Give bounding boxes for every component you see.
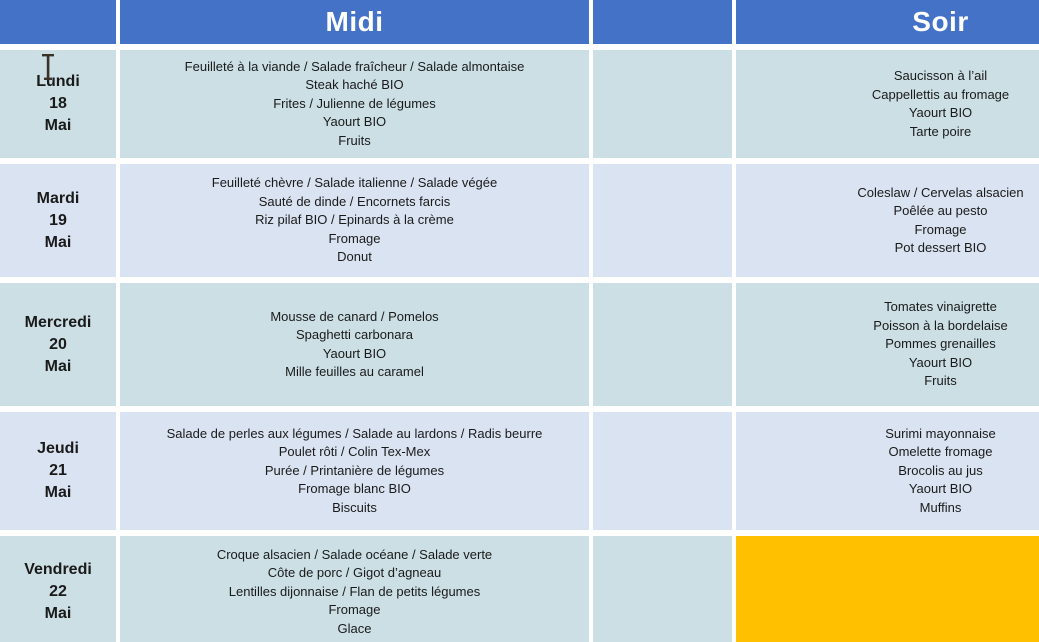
day-month: Mai xyxy=(44,484,72,501)
soir-header[interactable]: Soir xyxy=(736,0,1039,44)
day-name: Jeudi xyxy=(37,440,79,457)
midi-cell-jeudi[interactable]: Salade de perles aux légumes / Salade au… xyxy=(120,412,589,530)
middle-cell-mercredi[interactable] xyxy=(593,283,732,406)
day-cell-mercredi[interactable]: Mercredi 20 Mai xyxy=(0,283,116,406)
day-date: 21 xyxy=(49,462,67,479)
soir-cell-lundi[interactable]: Saucisson à l’ail Cappellettis au fromag… xyxy=(736,50,1039,158)
soir-cell-mardi[interactable]: Coleslaw / Cervelas alsacien Poêlée au p… xyxy=(736,164,1039,277)
day-cell-mardi[interactable]: Mardi 19 Mai xyxy=(0,164,116,277)
day-month: Mai xyxy=(44,233,72,251)
day-name: Mardi xyxy=(36,189,80,207)
midi-header[interactable]: Midi xyxy=(120,0,589,44)
day-cell-jeudi[interactable]: Jeudi 21 Mai xyxy=(0,412,116,530)
day-name: Vendredi xyxy=(24,561,92,578)
day-column-header[interactable] xyxy=(0,0,116,44)
midi-cell-lundi[interactable]: Feuilleté à la viande / Salade fraîcheur… xyxy=(120,50,589,158)
soir-cell-mercredi[interactable]: Tomates vinaigrette Poisson à la bordela… xyxy=(736,283,1039,406)
midi-cell-mercredi[interactable]: Mousse de canard / Pomelos Spaghetti car… xyxy=(120,283,589,406)
day-month: Mai xyxy=(44,117,72,134)
day-date: 19 xyxy=(49,211,67,229)
day-month: Mai xyxy=(44,605,72,622)
middle-cell-mardi[interactable] xyxy=(593,164,732,277)
middle-column-header[interactable] xyxy=(593,0,732,44)
midi-cell-vendredi[interactable]: Croque alsacien / Salade océane / Salade… xyxy=(120,536,589,642)
middle-cell-lundi[interactable] xyxy=(593,50,732,158)
day-name: Mercredi xyxy=(24,313,92,331)
middle-cell-jeudi[interactable] xyxy=(593,412,732,530)
day-cell-lundi[interactable]: Lundi 18 Mai xyxy=(0,50,116,158)
soir-cell-jeudi[interactable]: Surimi mayonnaise Omelette fromage Broco… xyxy=(736,412,1039,530)
day-date: 20 xyxy=(49,335,67,353)
day-name: Lundi xyxy=(36,73,80,90)
day-date: 22 xyxy=(49,583,67,600)
day-month: Mai xyxy=(44,357,72,375)
day-date: 18 xyxy=(49,95,67,112)
soir-cell-vendredi-highlighted[interactable] xyxy=(736,536,1039,642)
midi-cell-mardi[interactable]: Feuilleté chèvre / Salade italienne / Sa… xyxy=(120,164,589,277)
day-cell-vendredi[interactable]: Vendredi 22 Mai xyxy=(0,536,116,642)
middle-cell-vendredi[interactable] xyxy=(593,536,732,642)
